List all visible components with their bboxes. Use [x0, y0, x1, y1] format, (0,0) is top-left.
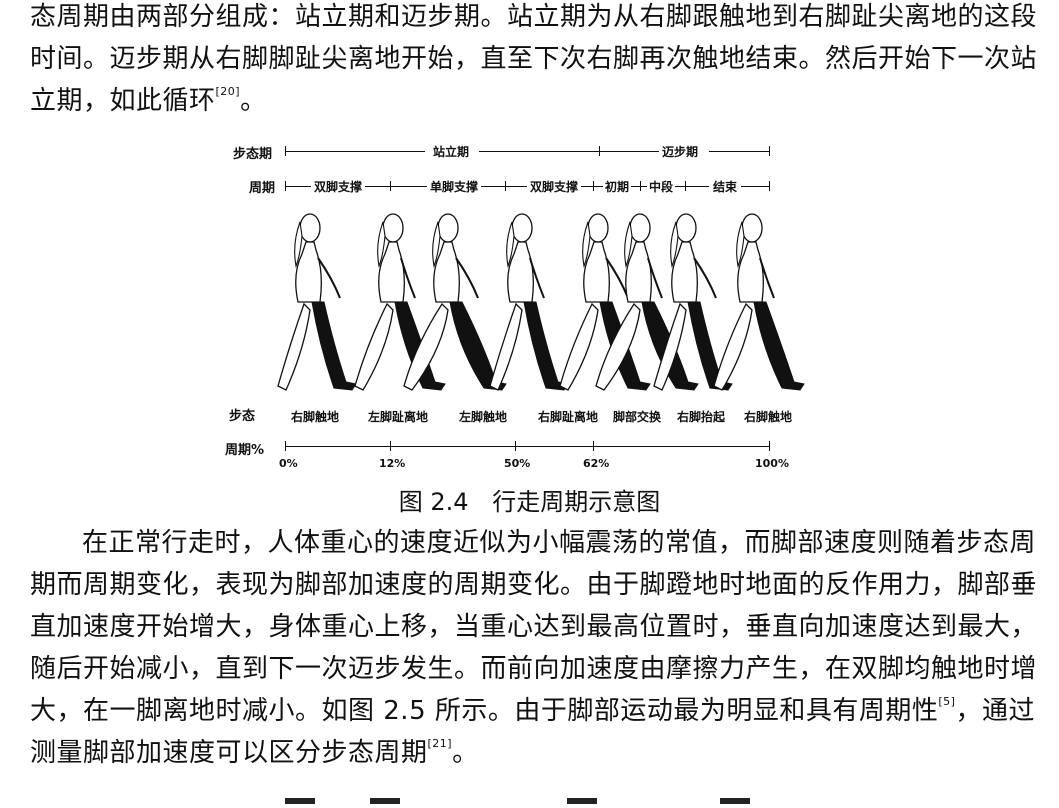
citation-ref[interactable]: [21] — [427, 737, 453, 750]
period-row-label: 周期 — [249, 181, 276, 196]
tick — [769, 441, 770, 451]
figure-fragment — [567, 798, 597, 804]
text-line-content: 测量脚部加速度可以区分步态周期 — [30, 738, 428, 768]
figure-caption: 图 2.4 行走周期示意图 — [0, 482, 1059, 517]
text-line: 期而周期变化，表现为脚部加速度的周期变化。由于脚蹬地时地面的反作用力，脚部垂 — [30, 570, 1038, 600]
percent-axis-line — [285, 446, 769, 447]
gait-cycle-figure: 步态期 站立期 迈步期 周期 双脚支撑 单脚支撑 双脚支撑 初期 中段 结束 步… — [215, 135, 815, 480]
tick — [769, 181, 770, 191]
figure-title: 行走周期示意图 — [492, 488, 661, 516]
text-line-content: 大，在一脚离地时减小。如图 2.5 所示。由于脚部运动最为明显和具有周期性 — [30, 696, 939, 726]
tick — [593, 181, 594, 191]
tick — [285, 441, 286, 451]
swing-line-right — [709, 151, 769, 152]
gait-event-label: 右脚触地 — [744, 410, 793, 424]
text-line: 态周期由两部分组成：站立期和迈步期。站立期为从右脚跟触地到右脚趾尖离地的这段 — [30, 2, 1038, 32]
phase-label: 双脚支撑 — [527, 178, 582, 195]
gait-row-label: 步态 — [229, 409, 256, 424]
text-line-end: 。 — [452, 738, 479, 768]
citation-ref[interactable]: [20] — [215, 85, 241, 98]
phase-label: 初期 — [603, 178, 632, 195]
gait-event-label: 左脚趾离地 — [368, 410, 429, 424]
citation-ref[interactable]: [5] — [938, 695, 956, 708]
text-line-content: 立期，如此循环 — [30, 86, 216, 116]
gait-cycle-row-label: 步态期 — [233, 147, 273, 162]
text-line-end: ，通过 — [955, 696, 1035, 726]
percent-tick-label: 50% — [504, 457, 531, 470]
phase-label: 双脚支撑 — [311, 178, 366, 195]
text-line: 测量脚部加速度可以区分步态周期[21]。 — [30, 732, 1030, 774]
gait-event-label: 右脚趾离地 — [538, 410, 599, 424]
percent-tick-label: 100% — [755, 457, 789, 470]
gait-event-label: 左脚触地 — [459, 410, 508, 424]
tick — [769, 146, 770, 156]
tick — [285, 146, 286, 156]
percent-row-label: 周期% — [225, 443, 265, 458]
tick — [593, 441, 594, 451]
gait-event-label: 脚部交换 — [613, 410, 662, 424]
figure-fragment — [720, 798, 750, 804]
percent-tick-label: 12% — [379, 457, 406, 470]
gait-event-label: 右脚触地 — [291, 410, 340, 424]
phase-label: 结束 — [709, 178, 742, 195]
swing-line-left — [599, 151, 649, 152]
text-line-end: 。 — [240, 86, 267, 116]
figure-fragment — [370, 798, 400, 804]
swing-phase-label: 迈步期 — [662, 145, 699, 159]
tick — [640, 181, 641, 191]
text-line: 大，在一脚离地时减小。如图 2.5 所示。由于脚部运动最为明显和具有周期性[5]… — [30, 690, 1035, 732]
stance-line-left — [285, 151, 425, 152]
paragraph-bottom: 在正常行走时，人体重心的速度近似为小幅震荡的常值，而脚部速度则随着步态周 期而周… — [30, 522, 1038, 774]
tick — [390, 441, 391, 451]
tick — [505, 181, 506, 191]
next-figure-top-edge — [0, 798, 1059, 808]
tick — [390, 181, 391, 191]
phase-label: 中段 — [647, 178, 676, 195]
tick — [515, 441, 516, 451]
text-line: 随后开始减小，直到下一次迈步发生。而前向加速度由摩擦力产生，在双脚均触地时增 — [30, 654, 1038, 684]
stance-phase-label: 站立期 — [433, 145, 470, 159]
paragraph-top: 态周期由两部分组成：站立期和迈步期。站立期为从右脚跟触地到右脚趾尖离地的这段 时… — [30, 0, 1038, 122]
tick — [599, 146, 600, 156]
gait-event-label: 右脚抬起 — [677, 410, 726, 424]
figure-number: 图 2.4 — [398, 488, 469, 516]
phase-label: 单脚支撑 — [427, 178, 482, 195]
figure-fragment — [285, 798, 315, 804]
text-line: 直加速度开始增大，身体重心上移，当重心达到最高位置时，垂直向加速度达到最大， — [30, 612, 1038, 642]
text-line: 时间。迈步期从右脚脚趾尖离地开始，直至下次右脚再次触地结束。然后开始下一次站 — [30, 44, 1038, 74]
text-line: 立期，如此循环[20]。 — [30, 80, 1030, 122]
text-line: 在正常行走时，人体重心的速度近似为小幅震荡的常值，而脚部速度则随着步态周 — [82, 528, 1037, 558]
tick — [285, 181, 286, 191]
percent-tick-label: 0% — [279, 457, 298, 470]
tick — [685, 181, 686, 191]
stance-line-right — [479, 151, 649, 152]
percent-tick-label: 62% — [583, 457, 610, 470]
